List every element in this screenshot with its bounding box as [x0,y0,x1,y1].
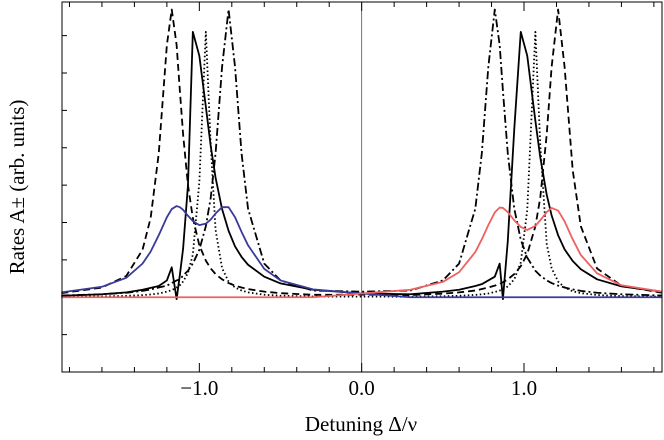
y-axis-label: Rates A± (arb. units) [5,100,29,275]
line-series [61,31,663,298]
x-tick-label: −1.0 [180,376,218,400]
line-series [61,205,662,299]
line-series [61,206,663,299]
x-tick-label: 1.0 [511,376,537,400]
x-tick-label: 0.0 [349,376,375,400]
x-axis-label: Detuning Δ/ν [305,412,417,436]
plot-frame [61,1,663,373]
